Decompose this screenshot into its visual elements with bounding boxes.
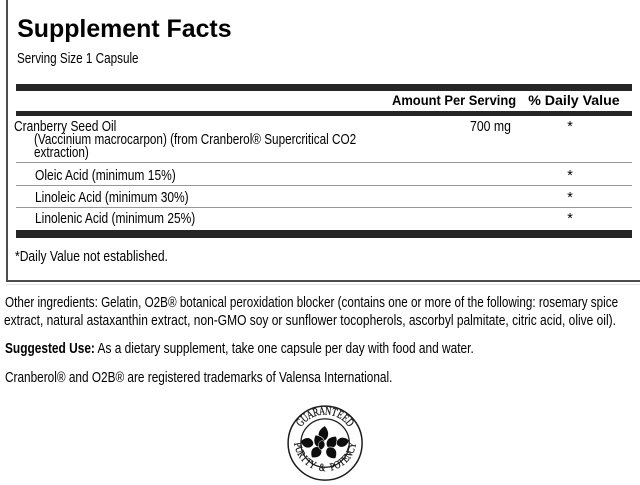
svg-text:P: P <box>329 461 337 474</box>
svg-text:N: N <box>324 405 332 418</box>
svg-text:I: I <box>299 454 310 464</box>
svg-text:O: O <box>332 459 343 473</box>
svg-text:R: R <box>311 406 320 420</box>
svg-text:R: R <box>294 449 308 461</box>
svg-text:T: T <box>302 456 314 469</box>
svg-text:A: A <box>318 405 326 418</box>
svg-text:N: N <box>342 449 356 461</box>
svg-text:P: P <box>291 442 304 449</box>
svg-text:&: & <box>318 462 326 475</box>
svg-text:Y: Y <box>307 458 318 472</box>
svg-text:Y: Y <box>346 441 359 449</box>
svg-text:U: U <box>292 445 306 455</box>
svg-text:T: T <box>336 456 348 469</box>
svg-text:T: T <box>330 406 339 420</box>
svg-text:E: E <box>335 409 346 422</box>
svg-text:C: C <box>345 446 358 456</box>
